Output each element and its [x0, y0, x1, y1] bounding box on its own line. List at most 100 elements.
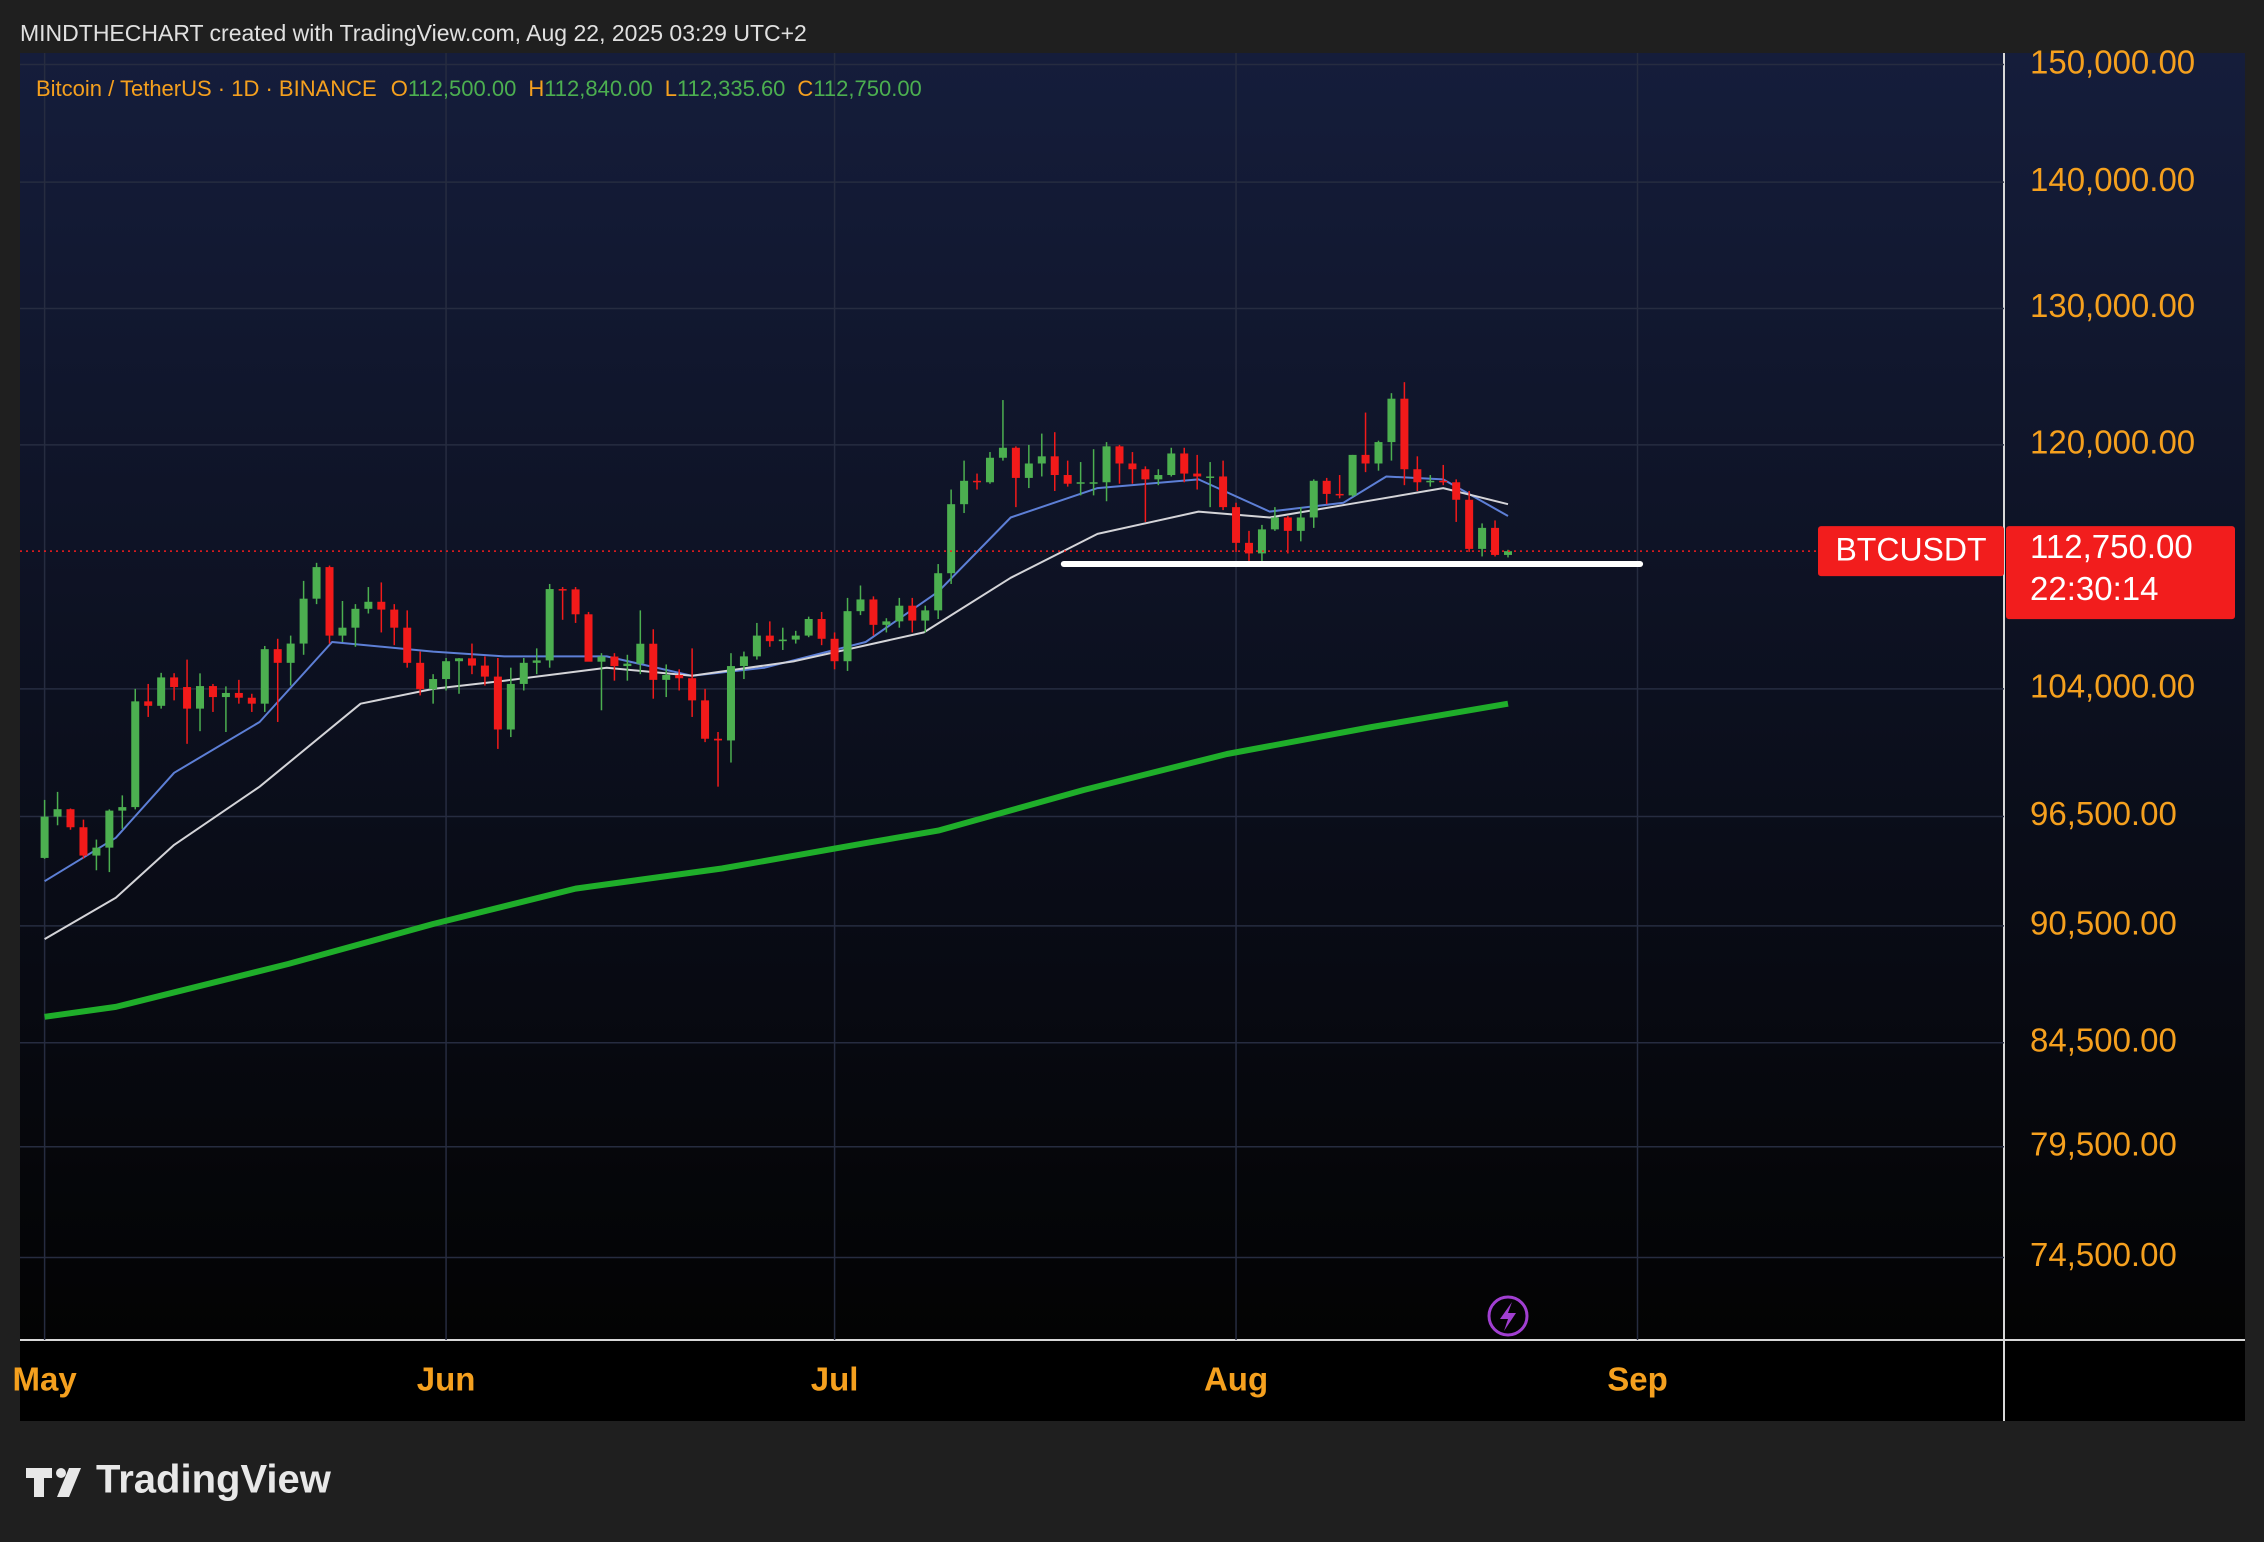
- candle-body: [778, 639, 787, 642]
- candle-body: [1270, 517, 1279, 530]
- candle-body: [675, 674, 684, 679]
- candle-body: [532, 660, 541, 663]
- candle-body: [791, 635, 800, 640]
- candle-body: [1115, 446, 1124, 464]
- legend-value: 112,840.00: [544, 76, 652, 101]
- candle-body: [1452, 482, 1461, 500]
- candle-body: [221, 692, 230, 698]
- grid: [20, 53, 2004, 1340]
- candle-body: [299, 598, 308, 644]
- y-tick-label: 79,500.00: [2030, 1125, 2177, 1162]
- candle-body: [804, 619, 813, 636]
- candle-body: [714, 738, 723, 741]
- candle-body: [1011, 447, 1020, 478]
- legend-key: L: [665, 76, 677, 101]
- candle-body: [455, 658, 464, 662]
- candle-body: [1257, 529, 1266, 554]
- candle-body: [131, 701, 140, 808]
- candle-body: [1335, 493, 1344, 496]
- candle-body: [247, 697, 256, 704]
- candle-body: [726, 666, 735, 741]
- candle-body: [1063, 475, 1072, 484]
- candle-body: [843, 611, 852, 662]
- candle-body: [351, 608, 360, 628]
- candle-body: [1141, 469, 1150, 480]
- y-tick-label: 104,000.00: [2030, 668, 2195, 705]
- candle-body: [157, 677, 166, 706]
- candle-body: [480, 665, 489, 677]
- legend-key: H: [528, 76, 544, 101]
- candle-body: [1309, 480, 1318, 518]
- candle-body: [1348, 454, 1357, 496]
- candle-body: [40, 816, 49, 858]
- candle-body: [79, 827, 88, 856]
- y-tick-label: 96,500.00: [2030, 795, 2177, 832]
- moving-average-line: [44, 700, 1509, 1020]
- candle-body: [1167, 453, 1176, 476]
- x-tick-label: Jun: [417, 1361, 476, 1398]
- legend-title: Bitcoin / TetherUS · 1D · BINANCE: [36, 76, 377, 101]
- candle-body: [636, 643, 645, 664]
- candle-body: [1296, 517, 1305, 531]
- candle-body: [921, 610, 930, 621]
- candle-body: [662, 674, 671, 680]
- candle-body: [571, 589, 580, 615]
- price-label: 112,750.00: [2030, 528, 2193, 565]
- candle-body: [998, 447, 1007, 458]
- candle-body: [144, 701, 153, 706]
- legend-value: 112,335.60: [677, 76, 785, 101]
- candle-body: [558, 589, 567, 591]
- candle-body: [908, 605, 917, 621]
- candle-body: [1465, 499, 1474, 549]
- symbol-label: BTCUSDT: [1835, 532, 1986, 568]
- y-tick-label: 120,000.00: [2030, 424, 2195, 461]
- candle-body: [1413, 469, 1422, 483]
- legend-value: 112,500.00: [408, 76, 516, 101]
- time-axis-background: [20, 1340, 2245, 1421]
- candle-body: [882, 621, 891, 625]
- candle-body: [506, 683, 515, 730]
- candle-body: [947, 504, 956, 574]
- y-tick-label: 130,000.00: [2030, 287, 2195, 324]
- candle-body: [390, 609, 399, 628]
- candle-body: [429, 679, 438, 690]
- candle-body: [1180, 453, 1189, 474]
- candle-body: [1387, 398, 1396, 443]
- plot: [20, 382, 2004, 1020]
- x-tick-label: Aug: [1204, 1361, 1268, 1398]
- price-label-box: [2006, 526, 2235, 620]
- candle-body: [286, 643, 295, 663]
- candle-body: [830, 638, 839, 662]
- candle-body: [817, 619, 826, 639]
- candle-body: [869, 599, 878, 625]
- candle-body: [66, 809, 75, 828]
- candle-body: [416, 662, 425, 690]
- candle-body: [1050, 456, 1059, 476]
- candle-body: [1361, 454, 1370, 464]
- candle-body: [1024, 463, 1033, 478]
- countdown-label: 22:30:14: [2030, 570, 2158, 607]
- candle-body: [1244, 542, 1253, 554]
- x-tick-label: May: [13, 1361, 78, 1398]
- candle-body: [610, 656, 619, 667]
- candle-body: [597, 656, 606, 662]
- candle-body: [1206, 476, 1215, 478]
- candle-body: [856, 599, 865, 612]
- legend-key: C: [797, 76, 813, 101]
- candle-body: [105, 810, 114, 848]
- candle-body: [312, 567, 321, 599]
- candle-body: [934, 573, 943, 611]
- candle-body: [273, 649, 282, 663]
- candle-body: [623, 663, 632, 667]
- candle-body: [1439, 480, 1448, 483]
- candle-body: [53, 809, 62, 817]
- candle-body: [1400, 398, 1409, 470]
- candle-body: [519, 662, 528, 684]
- legend: Bitcoin / TetherUS · 1D · BINANCE O112,50…: [36, 76, 922, 101]
- candle-body: [752, 635, 761, 657]
- candle-body: [118, 807, 127, 811]
- candle-body: [208, 686, 217, 698]
- moving-average-line: [44, 475, 1509, 883]
- candle-body: [985, 457, 994, 483]
- candle-body: [1322, 480, 1331, 494]
